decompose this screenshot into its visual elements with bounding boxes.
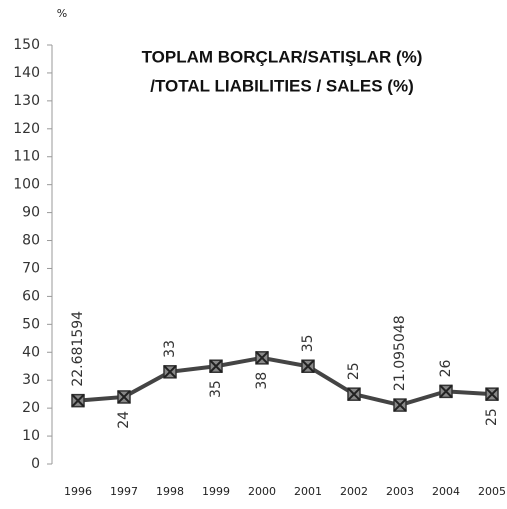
data-label: 25 — [346, 362, 362, 380]
marker — [255, 351, 269, 365]
data-line — [77, 355, 493, 408]
x-tick-label: 2005 — [478, 485, 506, 498]
y-tick-label: 150 — [13, 37, 40, 53]
x-tick-label: 2004 — [432, 485, 460, 498]
x-tick-label: 2000 — [248, 485, 276, 498]
y-tick-label: 120 — [13, 121, 40, 137]
marker — [117, 390, 131, 404]
y-tick-label: 0 — [31, 456, 40, 472]
y-tick-label: 60 — [22, 288, 40, 304]
x-tick-label: 2003 — [386, 485, 414, 498]
y-tick-label: 80 — [22, 233, 40, 249]
data-label: 33 — [162, 340, 178, 358]
data-label: 38 — [254, 372, 270, 390]
x-tick-label: 1997 — [110, 485, 138, 498]
y-tick-label: 140 — [13, 65, 40, 81]
y-tick-label: 70 — [22, 260, 40, 276]
data-label: 22.681594 — [70, 311, 86, 387]
data-label: 24 — [116, 411, 132, 429]
y-tick-label: 20 — [22, 400, 40, 416]
marker — [347, 387, 361, 401]
marker — [209, 359, 223, 373]
x-tick-label: 1998 — [156, 485, 184, 498]
y-tick-label: 110 — [13, 149, 40, 165]
data-label: 35 — [208, 380, 224, 398]
x-tick-label: 1996 — [64, 485, 92, 498]
data-label: 26 — [438, 359, 454, 377]
y-tick-label: 50 — [22, 316, 40, 332]
x-tick-label: 2001 — [294, 485, 322, 498]
y-tick-label: 30 — [22, 372, 40, 388]
data-label: 25 — [484, 408, 500, 426]
data-label: 21.095048 — [392, 315, 408, 391]
x-tick-label: 1999 — [202, 485, 230, 498]
data-label: 35 — [300, 334, 316, 352]
marker — [439, 384, 453, 399]
marker — [71, 393, 85, 408]
marker — [485, 387, 499, 401]
y-tick-label: 130 — [13, 93, 40, 109]
y-tick-label: 10 — [22, 428, 40, 444]
y-tick-label: 40 — [22, 344, 40, 360]
y-tick-label: 90 — [22, 205, 40, 221]
marker — [393, 398, 407, 412]
marker — [163, 365, 177, 379]
y-tick-label: 100 — [13, 177, 40, 193]
x-tick-label: 2002 — [340, 485, 368, 498]
chart-title: /TOTAL LIABILITIES / SALES (%) — [150, 76, 414, 95]
chart-title: TOPLAM BORÇLAR/SATIŞLAR (%) — [142, 47, 423, 66]
y-axis-label: % — [57, 7, 67, 20]
marker — [301, 359, 315, 373]
